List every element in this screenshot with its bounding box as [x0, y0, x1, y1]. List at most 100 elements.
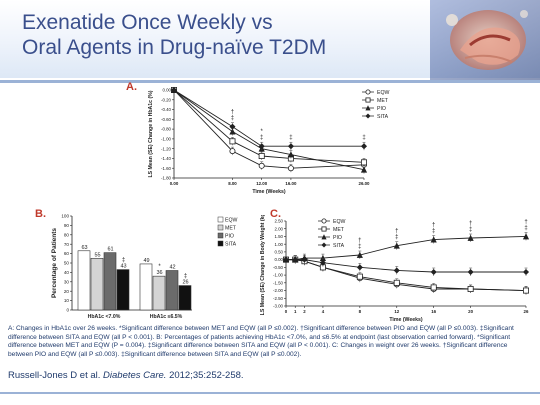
bar-met [90, 257, 104, 311]
y-tick-label: -1.80 [161, 176, 172, 181]
y-tick-label: -0.20 [161, 97, 172, 102]
point-sita [467, 268, 474, 276]
legend-label-sita: SITA [377, 114, 389, 120]
y-tick-label: 60 [64, 251, 70, 256]
y-tick-label: -0.40 [161, 107, 172, 112]
x-tick-label: 16 [431, 309, 436, 314]
title-divider [0, 80, 540, 83]
legend-label-pio: PIO [333, 235, 342, 241]
point-pio [365, 105, 371, 111]
y-tick-label: -3.00 [273, 304, 284, 309]
bar-pio [165, 270, 179, 311]
x-tick-label: 0 [285, 309, 288, 314]
point-sita [356, 264, 363, 271]
citation-ref: 2012;35:252-258. [169, 370, 244, 381]
legend-label-pio: PIO [377, 106, 386, 112]
legend-swatch-eqw [217, 216, 224, 223]
point-sita [229, 123, 236, 130]
y-tick-label: 20 [64, 289, 70, 294]
figure-caption: A: Changes in HbA1c over 26 weeks. *Sign… [8, 325, 533, 359]
bar-sita [116, 269, 130, 311]
y-tick-label: 0.00 [274, 257, 283, 262]
y-tick-label: 50 [64, 261, 70, 266]
significance-mark: ‡ [122, 258, 125, 264]
point-sita [301, 256, 308, 263]
anatomy-illustration [430, 0, 540, 82]
y-tick-label: 0.50 [274, 250, 283, 255]
x-tick-label: 12.00 [256, 181, 268, 186]
category-label: HbA1c <7.0% [88, 314, 121, 320]
point-pio [287, 151, 295, 158]
category-label: HbA1c ≤6.5% [150, 314, 183, 320]
y-tick-label: -2.50 [273, 296, 284, 301]
point-sita [522, 268, 530, 276]
footer-divider [0, 392, 540, 394]
y-tick-label: -0.80 [161, 127, 172, 132]
point-met [229, 138, 236, 145]
point-sita [282, 256, 290, 263]
point-met [258, 153, 265, 160]
significance-mark: ‡ [289, 135, 292, 141]
x-axis-label: Time (Weeks) [389, 317, 423, 323]
x-axis-label: Time (Weeks) [252, 189, 286, 195]
significance-mark: † [432, 223, 435, 229]
x-tick-label: 12 [394, 309, 399, 314]
point-pio [522, 233, 530, 240]
point-met [360, 159, 367, 166]
y-tick-label: -2.00 [273, 288, 284, 293]
point-sita [170, 86, 178, 94]
citation-journal: Diabetes Care. [103, 370, 167, 381]
significance-mark: ‡ [524, 225, 527, 231]
y-tick-label: 0 [66, 308, 69, 313]
legend-swatch-pio [217, 232, 224, 239]
point-pio [430, 236, 437, 243]
point-sita [321, 242, 327, 248]
y-axis-label: LS Mean (SE) Change in HbA1c (%) [148, 90, 154, 177]
significance-mark: ‡ [362, 135, 365, 141]
point-pio [321, 234, 327, 240]
significance-mark: † [231, 110, 234, 116]
caption-c: C: Changes in weight over 26 weeks. †Sig… [8, 342, 508, 358]
title-line-2: Oral Agents in Drug-naïve T2DM [22, 36, 327, 59]
legend-label-pio: PIO [225, 234, 234, 240]
point-pio [229, 128, 236, 135]
significance-mark: ‡ [184, 274, 187, 280]
bar-value-label: 42 [169, 265, 175, 271]
bar-eqw [139, 263, 153, 311]
bar-pio [103, 252, 117, 311]
point-sita [292, 256, 299, 263]
point-sita [319, 259, 326, 266]
point-pio [360, 166, 368, 173]
y-tick-label: 10 [64, 298, 70, 303]
y-tick-label: -1.00 [273, 273, 284, 278]
x-tick-label: 8.00 [228, 181, 237, 186]
series-line-pio [286, 236, 527, 261]
legend-label-sita: SITA [225, 242, 237, 248]
point-sita [393, 267, 400, 274]
x-tick-label: 1 [294, 309, 297, 314]
y-tick-label: 2.50 [274, 219, 283, 224]
bar-value-label: 55 [94, 252, 100, 258]
x-tick-label: 26.00 [359, 181, 371, 186]
point-met [393, 279, 400, 286]
point-sita [258, 143, 265, 150]
legend-label-eqw: EQW [333, 219, 345, 225]
citation: Russell-Jones D et al. Diabetes Care. 20… [8, 370, 244, 381]
bar-sita [178, 285, 192, 311]
x-tick-label: 8 [359, 309, 362, 314]
y-tick-label: 40 [64, 270, 70, 275]
point-eqw [287, 165, 294, 172]
legend-label-met: MET [333, 227, 345, 233]
point-eqw [229, 148, 236, 155]
legend-label-met: MET [377, 98, 389, 104]
series-line-pio [173, 89, 365, 171]
point-pio [393, 242, 400, 249]
point-met [430, 284, 437, 291]
y-tick-label: 1.50 [274, 234, 283, 239]
bar-met [152, 275, 166, 311]
significance-mark: † [358, 238, 361, 244]
significance-mark: ‡ [358, 244, 361, 250]
point-sita [365, 113, 371, 119]
title-line-1: Exenatide Once Weekly vs [22, 11, 273, 34]
significance-mark: ‡ [260, 135, 263, 141]
